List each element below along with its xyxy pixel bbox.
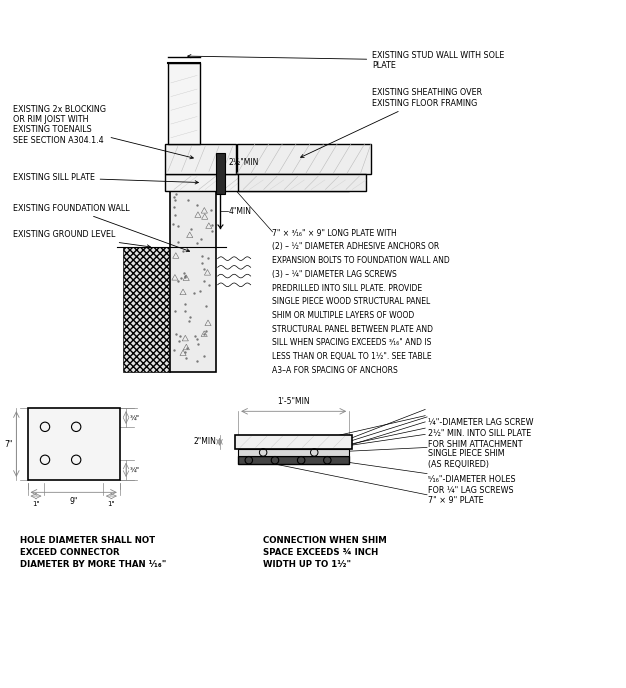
Text: 2½"MIN: 2½"MIN [228,158,259,166]
Text: SHIM OR MULTIPLE LAYERS OF WOOD: SHIM OR MULTIPLE LAYERS OF WOOD [272,311,415,320]
Text: ¼"-DIAMETER LAG SCREW
2½" MIN. INTO SILL PLATE
FOR SHIM ATTACHMENT: ¼"-DIAMETER LAG SCREW 2½" MIN. INTO SILL… [428,418,534,449]
Text: 7" × ³⁄₁₆" × 9" LONG PLATE WITH: 7" × ³⁄₁₆" × 9" LONG PLATE WITH [272,228,398,237]
Bar [239,174,366,191]
Bar [168,63,200,144]
Text: SILL WHEN SPACING EXCEEDS ³⁄₁₆" AND IS: SILL WHEN SPACING EXCEEDS ³⁄₁₆" AND IS [272,338,432,347]
Text: EXISTING STUD WALL WITH SOLE
PLATE: EXISTING STUD WALL WITH SOLE PLATE [188,51,505,70]
Text: 1": 1" [108,501,115,507]
Text: LESS THAN OR EQUAL TO 1½". SEE TABLE: LESS THAN OR EQUAL TO 1½". SEE TABLE [272,352,432,361]
Text: CONNECTION WHEN SHIM
SPACE EXCEEDS ¾ INCH
WIDTH UP TO 1¹⁄₂": CONNECTION WHEN SHIM SPACE EXCEEDS ¾ INC… [263,536,387,569]
Bar [165,144,237,174]
Bar [239,456,349,464]
Text: EXISTING SILL PLATE: EXISTING SILL PLATE [13,173,198,184]
Text: SINGLE PIECE WOOD STRUCTURAL PANEL: SINGLE PIECE WOOD STRUCTURAL PANEL [272,297,431,306]
Text: EXISTING FOUNDATION WALL: EXISTING FOUNDATION WALL [13,204,190,252]
Text: 1'-5"MIN: 1'-5"MIN [277,398,310,407]
Text: (2) – ½" DIAMETER ADHESIVE ANCHORS OR: (2) – ½" DIAMETER ADHESIVE ANCHORS OR [272,242,439,251]
Text: STRUCTURAL PANEL BETWEEN PLATE AND: STRUCTURAL PANEL BETWEEN PLATE AND [272,325,433,334]
Text: (3) – ¼" DIAMETER LAG SCREWS: (3) – ¼" DIAMETER LAG SCREWS [272,270,398,279]
Bar [235,435,352,449]
Text: EXISTING GROUND LEVEL: EXISTING GROUND LEVEL [13,230,150,248]
Text: 7": 7" [4,440,13,449]
Text: 2"MIN: 2"MIN [193,438,217,447]
Text: 1": 1" [32,501,40,507]
Text: 7" × 9" PLATE: 7" × 9" PLATE [428,496,484,505]
Bar [123,248,170,372]
Text: ¾": ¾" [130,414,140,420]
Text: 9": 9" [69,497,78,506]
Bar [170,189,217,372]
Bar [165,174,349,191]
Bar [28,408,120,480]
Bar [239,449,349,456]
Text: ¾": ¾" [130,467,140,473]
Text: EXPANSION BOLTS TO FOUNDATION WALL AND: EXPANSION BOLTS TO FOUNDATION WALL AND [272,256,450,265]
Text: EXISTING SHEATHING OVER
EXISTING FLOOR FRAMING: EXISTING SHEATHING OVER EXISTING FLOOR F… [300,88,482,158]
Bar [237,144,371,174]
Text: SINGLE PIECE SHIM
(AS REQUIRED): SINGLE PIECE SHIM (AS REQUIRED) [428,449,505,469]
Bar [217,153,225,194]
Text: PREDRILLED INTO SILL PLATE. PROVIDE: PREDRILLED INTO SILL PLATE. PROVIDE [272,283,423,292]
Text: ⁵⁄₁₆"-DIAMETER HOLES
FOR ¼" LAG SCREWS: ⁵⁄₁₆"-DIAMETER HOLES FOR ¼" LAG SCREWS [428,475,516,495]
Text: EXISTING 2x BLOCKING
OR RIM JOIST WITH
EXISTING TOENAILS
SEE SECTION A304.1.4: EXISTING 2x BLOCKING OR RIM JOIST WITH E… [13,105,193,159]
Text: A3–A FOR SPACING OF ANCHORS: A3–A FOR SPACING OF ANCHORS [272,366,398,375]
Text: HOLE DIAMETER SHALL NOT
EXCEED CONNECTOR
DIAMETER BY MORE THAN ¹⁄₁₆": HOLE DIAMETER SHALL NOT EXCEED CONNECTOR… [20,536,167,569]
Text: 4"MIN: 4"MIN [228,207,251,216]
